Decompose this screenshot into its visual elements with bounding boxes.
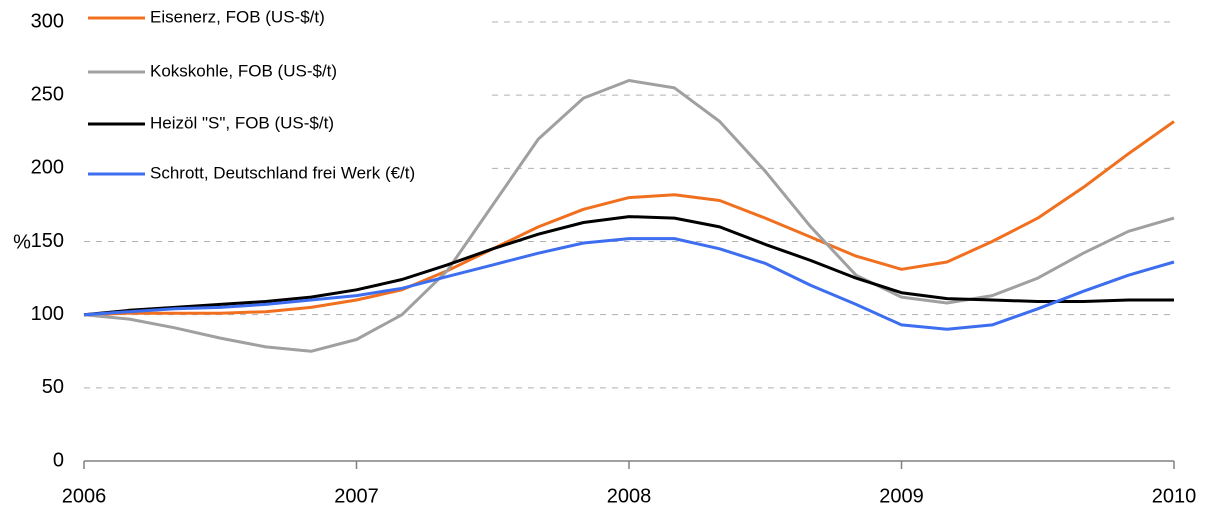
y-tick-label: 100 — [31, 303, 64, 325]
series-line — [83, 120, 1175, 317]
y-tick-label: 150 — [31, 230, 64, 252]
x-tick-label: 2010 — [1152, 485, 1197, 507]
x-tick-label: 2008 — [607, 485, 652, 507]
legend-label: Kokskohle, FOB (US-$/t) — [150, 61, 337, 80]
series-line — [83, 79, 1175, 353]
legend-label: Schrott, Deutschland frei Werk (€/t) — [150, 163, 415, 182]
y-tick-label: 250 — [31, 83, 64, 105]
y-tick-label: 50 — [42, 376, 64, 398]
y-tick-label: 0 — [53, 449, 64, 471]
y-tick-label: 300 — [31, 10, 64, 32]
series-line — [83, 237, 1175, 331]
series-line — [83, 215, 1174, 317]
y-axis-label: % — [13, 231, 31, 253]
legend-label: Eisenerz, FOB (US-$/t) — [150, 7, 325, 26]
x-tick-label: 2009 — [879, 485, 924, 507]
x-tick-label: 2006 — [62, 485, 107, 507]
y-tick-label: 200 — [31, 157, 64, 179]
x-tick-label: 2007 — [334, 485, 379, 507]
legend-background — [70, 0, 492, 192]
legend-label: Heizöl "S", FOB (US-$/t) — [150, 113, 334, 132]
